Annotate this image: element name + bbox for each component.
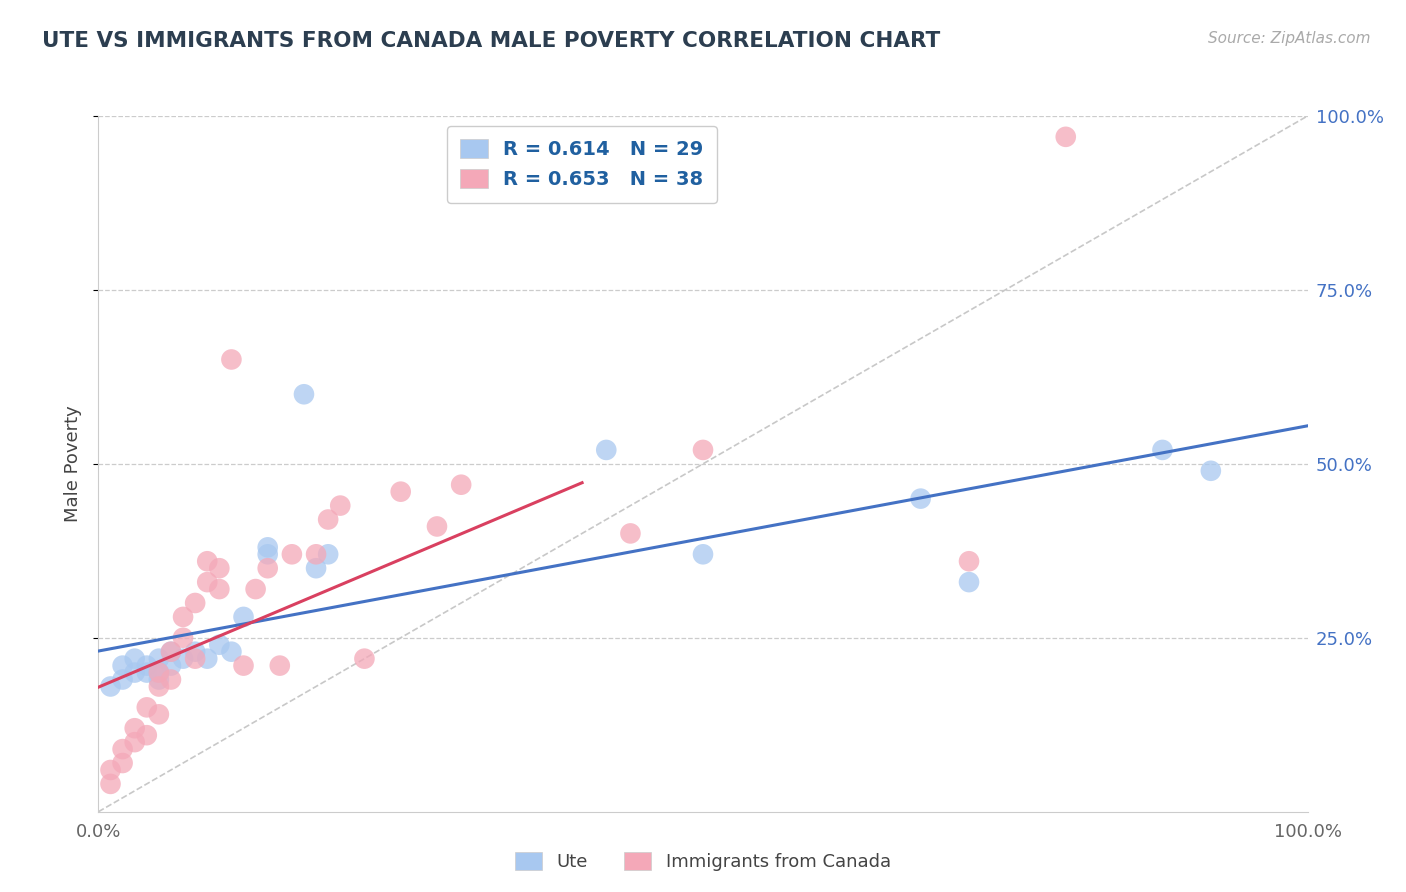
Point <box>124 735 146 749</box>
Point <box>148 680 170 694</box>
Point <box>256 541 278 555</box>
Point <box>172 610 194 624</box>
Point <box>148 707 170 722</box>
Point <box>595 442 617 457</box>
Point <box>1199 464 1222 478</box>
Point <box>316 547 339 561</box>
Point <box>135 700 157 714</box>
Point <box>100 777 122 791</box>
Point <box>221 645 243 659</box>
Point <box>221 352 243 367</box>
Point <box>232 658 254 673</box>
Point <box>1054 129 1077 144</box>
Point <box>910 491 932 506</box>
Point <box>269 658 291 673</box>
Point <box>195 554 218 568</box>
Point <box>232 610 254 624</box>
Point <box>172 651 194 665</box>
Point <box>148 673 170 687</box>
Text: Source: ZipAtlas.com: Source: ZipAtlas.com <box>1208 31 1371 46</box>
Point <box>692 442 714 457</box>
Point <box>305 561 328 575</box>
Point <box>256 547 278 561</box>
Point <box>160 645 183 659</box>
Point <box>111 756 134 770</box>
Point <box>160 658 183 673</box>
Point <box>1152 442 1174 457</box>
Point <box>305 547 328 561</box>
Point <box>111 658 134 673</box>
Point <box>135 658 157 673</box>
Point <box>172 631 194 645</box>
Point <box>957 575 980 590</box>
Point <box>316 512 339 526</box>
Point <box>450 477 472 491</box>
Point <box>148 665 170 680</box>
Point <box>389 484 412 499</box>
Point <box>195 575 218 590</box>
Point <box>124 721 146 735</box>
Point <box>957 554 980 568</box>
Point <box>148 651 170 665</box>
Point <box>135 665 157 680</box>
Point <box>184 651 207 665</box>
Text: UTE VS IMMIGRANTS FROM CANADA MALE POVERTY CORRELATION CHART: UTE VS IMMIGRANTS FROM CANADA MALE POVER… <box>42 31 941 51</box>
Point <box>353 651 375 665</box>
Point <box>692 547 714 561</box>
Point <box>292 387 315 401</box>
Point <box>124 651 146 665</box>
Point <box>100 680 122 694</box>
Point <box>208 638 231 652</box>
Point <box>281 547 304 561</box>
Y-axis label: Male Poverty: Male Poverty <box>65 406 83 522</box>
Point <box>208 561 231 575</box>
Point <box>100 763 122 777</box>
Point <box>135 728 157 742</box>
Point <box>184 645 207 659</box>
Point <box>111 742 134 756</box>
Legend: R = 0.614   N = 29, R = 0.653   N = 38: R = 0.614 N = 29, R = 0.653 N = 38 <box>447 126 717 202</box>
Point <box>256 561 278 575</box>
Point <box>619 526 641 541</box>
Point <box>208 582 231 596</box>
Point <box>426 519 449 533</box>
Point <box>148 665 170 680</box>
Point <box>184 596 207 610</box>
Point <box>111 673 134 687</box>
Point <box>245 582 267 596</box>
Point <box>160 673 183 687</box>
Point <box>195 651 218 665</box>
Legend: Ute, Immigrants from Canada: Ute, Immigrants from Canada <box>508 846 898 879</box>
Point <box>329 499 352 513</box>
Point <box>124 665 146 680</box>
Point <box>160 645 183 659</box>
